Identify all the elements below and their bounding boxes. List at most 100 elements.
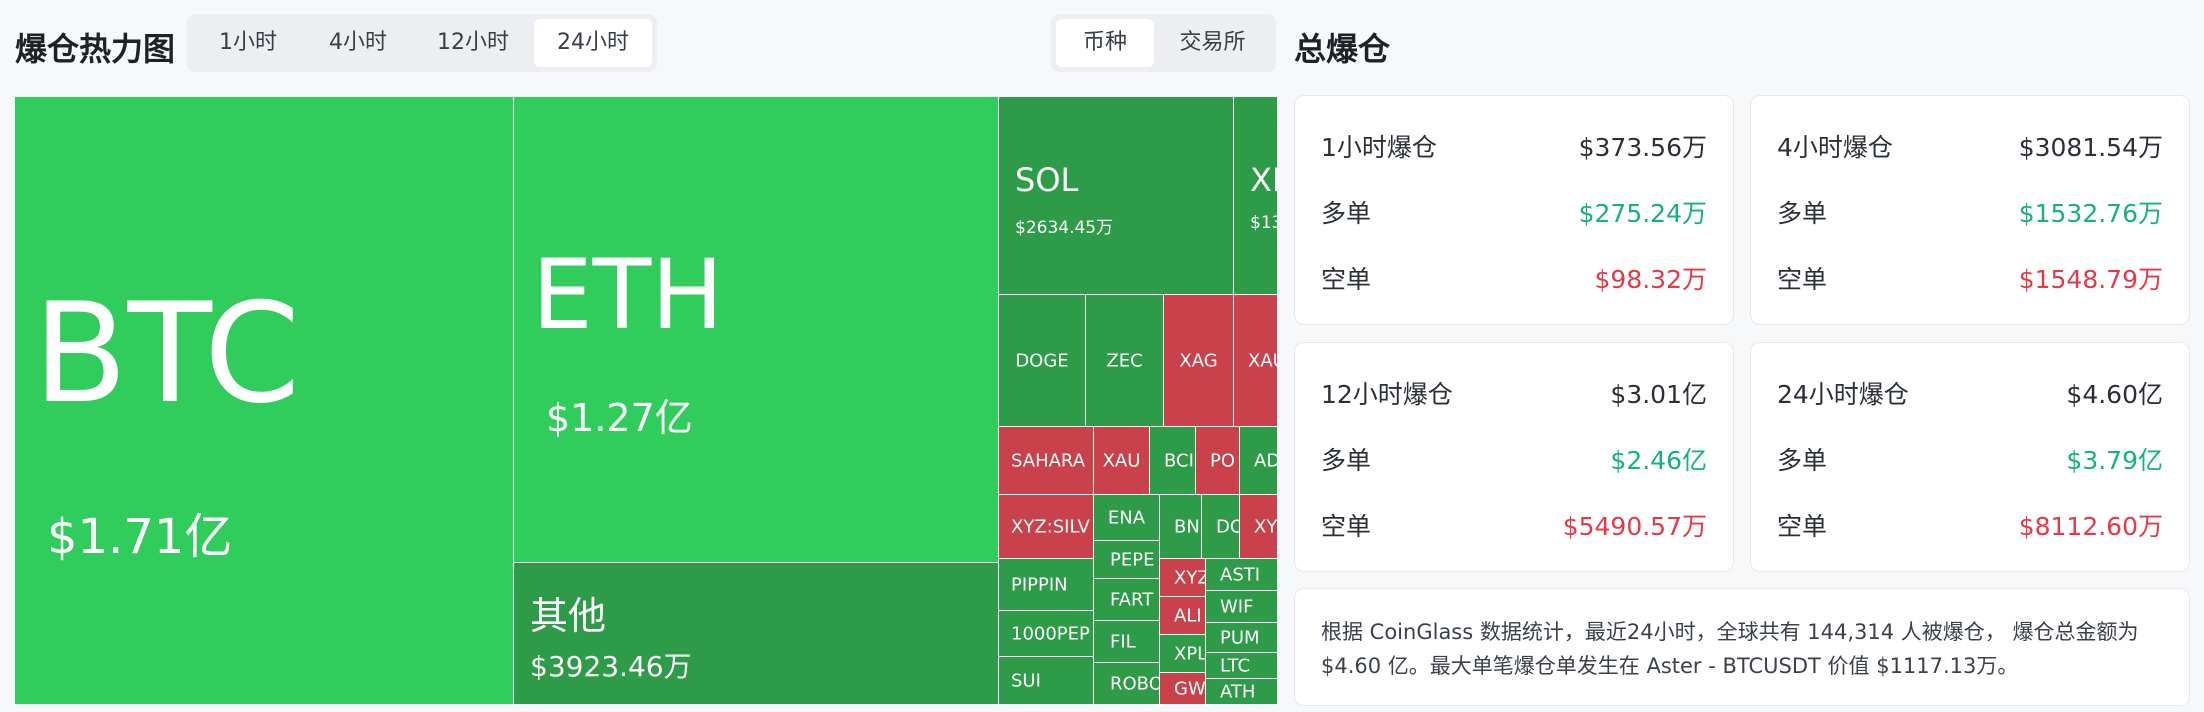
- card-24h-long: $3.79亿: [2066, 446, 2163, 475]
- tile-pum-symbol: PUM: [1220, 627, 1260, 648]
- tile-1000pepe-symbol: 1000PEP: [1011, 623, 1090, 644]
- group-by-tabs: 币种 交易所: [1051, 14, 1276, 72]
- tile-xag[interactable]: XAG: [1164, 295, 1234, 427]
- tab-24h[interactable]: 24小时: [534, 19, 652, 67]
- card-24h-total-row: 24小时爆仓 $4.60亿: [1777, 375, 2163, 415]
- tile-doge[interactable]: DOGE: [999, 295, 1086, 427]
- tile-ena[interactable]: ENA: [1094, 495, 1160, 541]
- tile-fart-symbol: FART: [1110, 589, 1154, 610]
- tile-gw-symbol: GW: [1174, 678, 1206, 699]
- card-1h-long: $275.24万: [1578, 199, 1707, 228]
- totals-title: 总爆仓: [1294, 30, 1391, 68]
- tile-sahara[interactable]: SAHARA: [999, 427, 1094, 495]
- tile-wif[interactable]: WIF: [1206, 591, 1278, 623]
- tile-xpl[interactable]: XPL: [1160, 635, 1206, 673]
- heatmap-title: 爆仓热力图: [15, 30, 176, 68]
- tile-zec[interactable]: ZEC: [1086, 295, 1164, 427]
- tile-sui-symbol: SUI: [1011, 670, 1041, 691]
- tile-sahara-symbol: SAHARA: [1011, 450, 1086, 471]
- tile-po[interactable]: PO: [1196, 427, 1240, 495]
- tile-robo[interactable]: ROBO: [1094, 663, 1160, 705]
- tile-pepe[interactable]: PEPE: [1094, 541, 1160, 579]
- tile-xau-symbol: XAU: [1102, 450, 1141, 471]
- tile-ath-symbol: ATH: [1220, 681, 1256, 702]
- tile-ast[interactable]: ASTI: [1206, 559, 1278, 591]
- tab-4h[interactable]: 4小时: [329, 30, 387, 55]
- tile-bn[interactable]: BN: [1160, 495, 1202, 559]
- card-4h-total-row: 4小时爆仓 $3081.54万: [1777, 128, 2163, 168]
- card-4h-long-label: 多单: [1777, 199, 1828, 228]
- tile-other[interactable]: 其他 $3923.46万: [514, 563, 999, 705]
- tile-xyz-silv-symbol: XYZ:SILV: [1011, 516, 1090, 537]
- tile-ltc[interactable]: LTC: [1206, 653, 1278, 679]
- tile-fil[interactable]: FIL: [1094, 621, 1160, 663]
- tab-by-coin[interactable]: 币种: [1056, 19, 1154, 67]
- tile-do[interactable]: DO: [1202, 495, 1240, 559]
- tile-robo-symbol: ROBO: [1110, 673, 1160, 694]
- card-24h-total: $4.60亿: [2066, 380, 2163, 409]
- card-4h-short: $1548.79万: [2018, 265, 2163, 294]
- tile-xrp-amount: $13: [1250, 213, 1277, 233]
- card-24h-short: $8112.60万: [2018, 512, 2163, 541]
- tile-xy-symbol: XY: [1254, 516, 1278, 537]
- tile-pum[interactable]: PUM: [1206, 623, 1278, 653]
- tile-xau-top[interactable]: XAU: [1234, 295, 1278, 427]
- tile-ali-symbol: ALI: [1174, 605, 1202, 626]
- tile-ad-symbol: AD: [1254, 450, 1278, 471]
- card-1h-total-row: 1小时爆仓 $373.56万: [1321, 128, 1707, 168]
- tile-ena-symbol: ENA: [1107, 507, 1146, 528]
- tile-1000pepe[interactable]: 1000PEP: [999, 611, 1094, 657]
- tile-bc[interactable]: BCI: [1150, 427, 1196, 495]
- card-24h-long-label: 多单: [1777, 446, 1828, 475]
- tile-doge-symbol: DOGE: [1015, 350, 1069, 371]
- tile-xyz[interactable]: XYZ: [1160, 559, 1206, 597]
- tile-btc[interactable]: BTC $1.71亿: [15, 97, 514, 705]
- card-1h-long-row: 多单 $275.24万: [1321, 194, 1707, 234]
- card-12h-total-row: 12小时爆仓 $3.01亿: [1321, 375, 1707, 415]
- card-12h-total: $3.01亿: [1610, 380, 1707, 409]
- tile-pepe-symbol: PEPE: [1110, 549, 1155, 570]
- tile-xau[interactable]: XAU: [1094, 427, 1150, 495]
- tile-ad[interactable]: AD: [1240, 427, 1278, 495]
- tile-eth-symbol: ETH: [532, 239, 724, 351]
- tile-eth-amount: $1.27亿: [546, 396, 693, 440]
- tile-xau-top-symbol: XAU: [1248, 350, 1277, 371]
- tab-12h[interactable]: 12小时: [437, 30, 509, 55]
- tile-btc-amount: $1.71亿: [47, 509, 233, 565]
- tile-xyz-silv[interactable]: XYZ:SILV: [999, 495, 1094, 559]
- card-1h-long-label: 多单: [1321, 199, 1372, 228]
- tile-sol[interactable]: SOL $2634.45万: [999, 97, 1234, 295]
- card-1h-short-label: 空单: [1321, 265, 1372, 294]
- card-4h-short-row: 空单 $1548.79万: [1777, 260, 2163, 300]
- tile-pippin[interactable]: PIPPIN: [999, 559, 1094, 611]
- tile-ast-symbol: ASTI: [1220, 564, 1261, 585]
- card-12h-long: $2.46亿: [1610, 446, 1707, 475]
- tile-bc-symbol: BCI: [1164, 450, 1194, 471]
- tile-eth[interactable]: ETH $1.27亿: [514, 97, 999, 563]
- card-24h-short-row: 空单 $8112.60万: [1777, 507, 2163, 547]
- tile-sui[interactable]: SUI: [999, 657, 1094, 705]
- tile-ltc-symbol: LTC: [1220, 655, 1251, 676]
- tab-by-exchange[interactable]: 交易所: [1179, 30, 1246, 55]
- tile-ath[interactable]: ATH: [1206, 679, 1278, 705]
- tile-ali[interactable]: ALI: [1160, 597, 1206, 635]
- card-24h-long-row: 多单 $3.79亿: [1777, 441, 2163, 481]
- tile-btc-symbol: BTC: [33, 273, 301, 434]
- card-12h-short-row: 空单 $5490.57万: [1321, 507, 1707, 547]
- tab-1h[interactable]: 1小时: [219, 30, 277, 55]
- tile-xrp[interactable]: XR $13: [1234, 97, 1278, 295]
- card-4h-short-label: 空单: [1777, 265, 1828, 294]
- card-24h-liquidation: 24小时爆仓 $4.60亿 多单 $3.79亿 空单 $8112.60万: [1750, 342, 2190, 572]
- tile-xrp-symbol: XR: [1250, 161, 1277, 199]
- card-1h-liquidation: 1小时爆仓 $373.56万 多单 $275.24万 空单 $98.32万: [1294, 95, 1734, 325]
- card-4h-long-row: 多单 $1532.76万: [1777, 194, 2163, 234]
- tile-bn-symbol: BN: [1174, 516, 1200, 537]
- tile-do-symbol: DO: [1216, 516, 1239, 537]
- liquidation-heatmap: BTC $1.71亿 ETH $1.27亿 其他 $3923.46万 SOL $…: [15, 97, 1278, 705]
- tile-other-amount: $3923.46万: [530, 650, 692, 683]
- tile-gw[interactable]: GW: [1160, 673, 1206, 705]
- tile-xpl-symbol: XPL: [1174, 643, 1206, 664]
- tile-fart[interactable]: FART: [1094, 579, 1160, 621]
- tile-xy[interactable]: XY: [1240, 495, 1278, 559]
- card-4h-long: $1532.76万: [2018, 199, 2163, 228]
